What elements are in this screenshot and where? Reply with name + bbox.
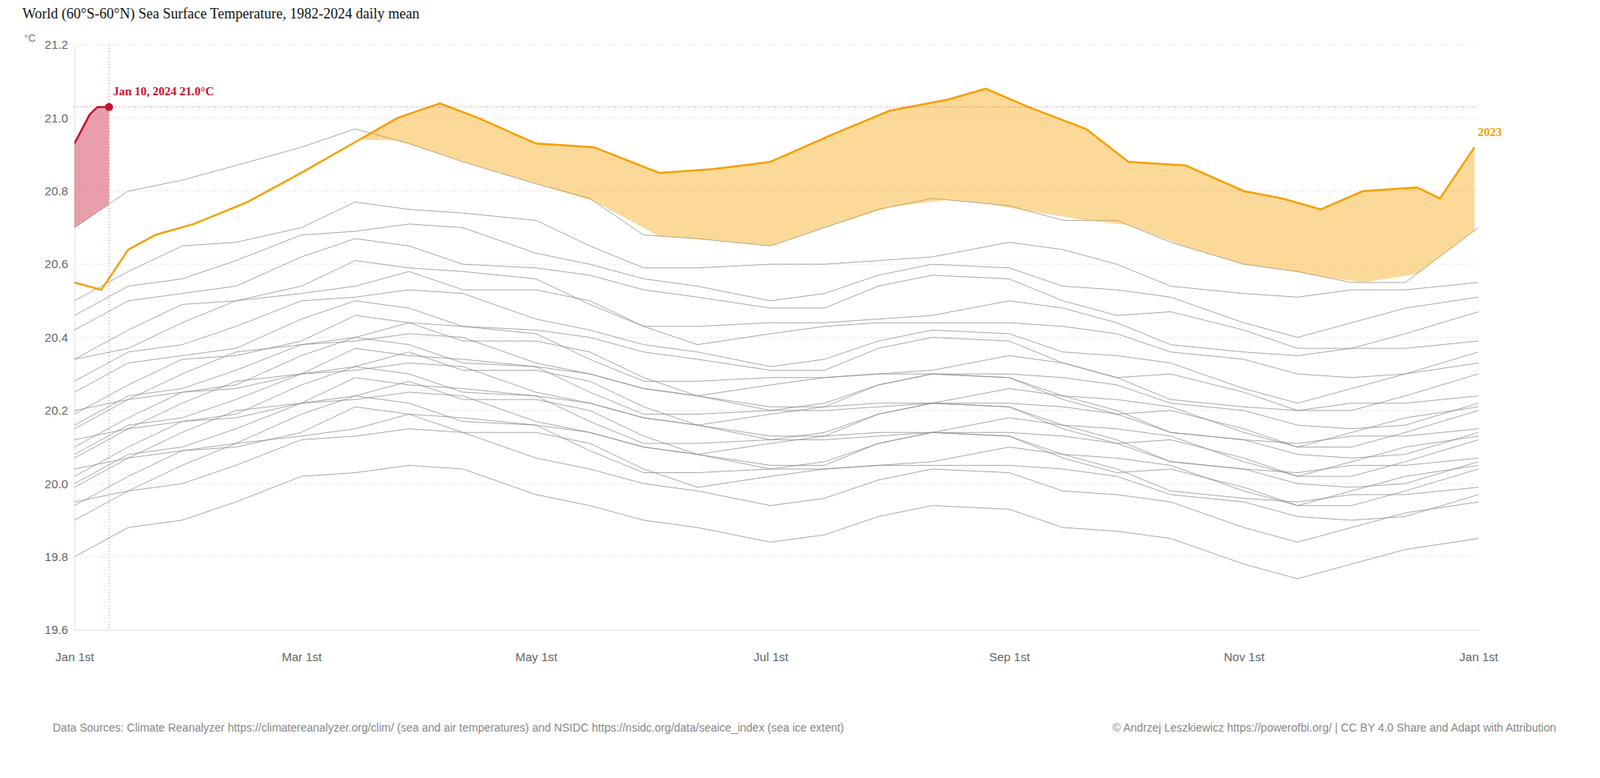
- x-tick-label: Jan 1st: [1459, 649, 1499, 664]
- series-line: [74, 380, 1479, 487]
- x-tick: Nov 1st: [1224, 629, 1266, 664]
- y-tick: 20.8: [44, 184, 75, 198]
- x-tick-label: Sep 1st: [988, 649, 1031, 664]
- series-line: [74, 289, 1479, 404]
- y-tick-label: 20.8: [44, 184, 68, 198]
- series-line: [74, 392, 1479, 506]
- series-line: [74, 88, 1475, 290]
- x-tick: Jan 1st: [1459, 629, 1499, 664]
- y-axis: 19.6 19.8 20.0 20.2 20.4 20.6 20.8 21.0 21.2: [44, 37, 76, 636]
- series-line: [74, 300, 1479, 411]
- series-line: [74, 362, 1479, 476]
- series-line: [74, 271, 1479, 377]
- y-tick-label: 19.6: [44, 622, 68, 636]
- annotation-vline: [108, 44, 110, 630]
- x-tick: May 1st: [515, 629, 558, 664]
- series-area: [74, 107, 109, 228]
- y-tick: 20.0: [44, 476, 75, 491]
- x-axis: Jan 1st Mar 1st May 1st Jul 1st Sep 1st Nov 1…: [55, 629, 1499, 664]
- chart-container: World (60°S-60°N) Sea Surface Temperatur…: [0, 0, 1600, 778]
- x-tick-label: Mar 1st: [281, 649, 323, 664]
- series-line: [74, 428, 1479, 543]
- grid-line: [74, 336, 1479, 338]
- y-tick: 19.6: [44, 622, 75, 636]
- y-tick-label: 20.6: [44, 256, 68, 271]
- series-line: [74, 366, 1479, 476]
- source: Data Sources: Climate Reanalyzer https:/…: [52, 720, 844, 734]
- series-line: [74, 352, 1479, 458]
- x-tick-label: Jul 1st: [753, 649, 789, 664]
- grid-line: [74, 44, 1479, 46]
- y-tick: 20.6: [44, 256, 75, 271]
- y-tick-label: 20.2: [44, 403, 68, 417]
- x-tick: Sep 1st: [988, 629, 1031, 664]
- y-tick-label: 20.4: [44, 330, 68, 344]
- plot-area: [74, 88, 1479, 579]
- series-line: [74, 315, 1479, 414]
- y-tick: 21.2: [44, 37, 75, 52]
- grid: [74, 44, 1479, 630]
- y-tick: 21.0: [44, 111, 75, 125]
- y-tick-label: 21.0: [44, 111, 68, 125]
- x-tick: Jul 1st: [753, 629, 789, 664]
- grid-line: [74, 629, 1479, 631]
- x-axis-line: [75, 629, 1480, 631]
- series-line: [74, 107, 109, 144]
- series-line: [74, 396, 1479, 506]
- x-tick: Jan 1st: [55, 629, 95, 664]
- grid-line: [74, 556, 1479, 557]
- series-line: [74, 413, 1479, 520]
- credit: © Andrzej Leszkiewicz https://powerofbi.…: [1112, 720, 1556, 734]
- grid-line: [74, 117, 1479, 119]
- x-tick: Mar 1st: [281, 629, 323, 664]
- annotation-hline: [74, 106, 1479, 108]
- x-tick-label: Nov 1st: [1224, 649, 1266, 664]
- y-tick-label: 20.0: [44, 476, 68, 491]
- annotation-text: Jan 10, 2024 21.0°C: [112, 84, 214, 98]
- title: World (60°S-60°N) Sea Surface Temperatur…: [22, 5, 420, 23]
- chart-svg: World (60°S-60°N) Sea Surface Temperatur…: [0, 0, 1600, 778]
- series-label: 2023: [1477, 125, 1502, 139]
- y-tick-label: 19.8: [44, 549, 68, 564]
- series-line: [74, 260, 1479, 360]
- grid-line: [74, 483, 1479, 484]
- series-line: [74, 464, 1479, 579]
- y-tick-label: 21.2: [44, 37, 68, 52]
- x-tick-label: May 1st: [515, 649, 558, 664]
- y-axis-label: °C: [24, 32, 36, 44]
- series-area: [74, 88, 1475, 290]
- x-tick-label: Jan 1st: [55, 649, 95, 664]
- annotation-point: [104, 103, 113, 112]
- y-tick: 20.4: [44, 330, 75, 344]
- series-line: [74, 333, 1479, 448]
- y-tick: 20.2: [44, 403, 75, 417]
- y-axis-line: [74, 45, 76, 631]
- y-tick: 19.8: [44, 549, 75, 564]
- series-line: [74, 322, 1479, 428]
